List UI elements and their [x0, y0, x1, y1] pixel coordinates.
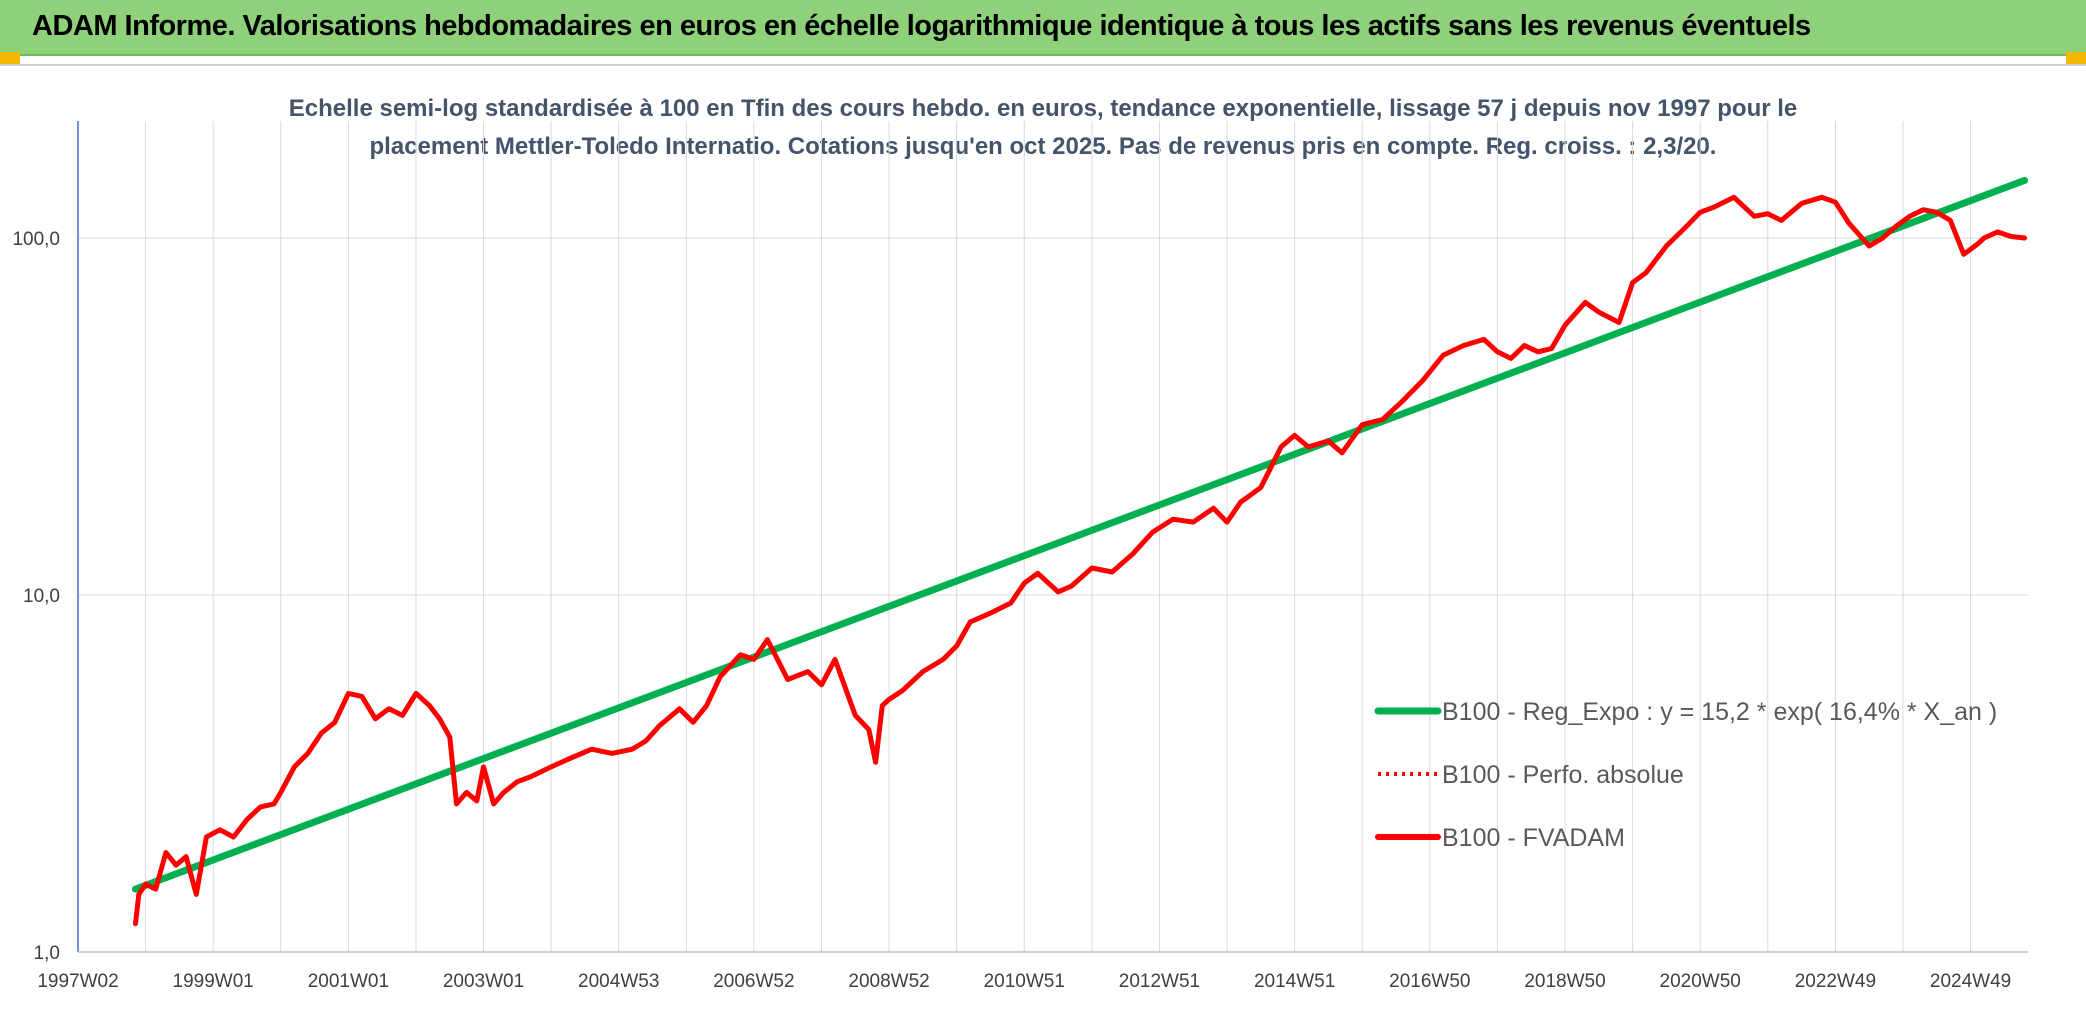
y-tick-labels: 1,0 10,0 100,0: [12, 229, 60, 964]
chart-subtitle-line: Echelle semi-log standardisée à 100 en T…: [289, 95, 1798, 122]
x-tick-label: 2001W01: [308, 971, 389, 992]
x-tick-label: 2022W49: [1795, 971, 1876, 992]
x-tick-label: 2014W51: [1254, 971, 1335, 992]
x-tick-label: 2016W50: [1389, 971, 1470, 992]
x-tick-label: 1997W02: [37, 971, 118, 992]
regression-line: [132, 176, 2029, 893]
fvadam-line: [133, 194, 2028, 927]
legend-label: B100 - FVADAM: [1442, 824, 1625, 852]
chart-frame: Echelle semi-log standardisée à 100 en T…: [0, 64, 2086, 1033]
chart-subtitle: Echelle semi-log standardisée à 100 en T…: [289, 95, 1798, 160]
chart-series: [132, 176, 2029, 927]
y-tick-label: 10,0: [23, 586, 60, 607]
chart-axes: [77, 121, 2028, 953]
header-banner: ADAM Informe. Valorisations hebdomadaire…: [0, 0, 2086, 56]
x-tick-labels: 1997W02 1999W01 2001W01 2003W01 2004W53 2006W…: [37, 971, 2011, 992]
x-tick-label: 2010W51: [984, 971, 1065, 992]
x-tick-label: 2006W52: [713, 971, 794, 992]
x-tick-label: 1999W01: [173, 971, 254, 992]
x-tick-label: 2008W52: [848, 971, 929, 992]
corner-marker-right: [2066, 52, 2086, 66]
chart-legend: B100 - Reg_Expo : y = 15,2 * exp( 16,4% …: [1374, 698, 1997, 852]
corner-marker-left: [0, 52, 20, 66]
chart-area: Echelle semi-log standardisée à 100 en T…: [12, 95, 2029, 992]
legend-label: B100 - Reg_Expo : y = 15,2 * exp( 16,4% …: [1442, 698, 1997, 726]
y-tick-label: 100,0: [12, 229, 60, 250]
header-title: ADAM Informe. Valorisations hebdomadaire…: [32, 10, 1811, 42]
x-tick-label: 2012W51: [1119, 971, 1200, 992]
chart-subtitle-line: placement Mettler-Toledo Internatio. Cot…: [370, 133, 1717, 160]
legend-label: B100 - Perfo. absolue: [1442, 761, 1684, 789]
chart-grid: [77, 121, 2028, 953]
x-tick-label: 2004W53: [578, 971, 659, 992]
x-tick-label: 2003W01: [443, 971, 524, 992]
y-tick-label: 1,0: [34, 943, 60, 964]
x-tick-label: 2018W50: [1524, 971, 1605, 992]
x-tick-label: 2024W49: [1930, 971, 2011, 992]
x-tick-label: 2020W50: [1660, 971, 1741, 992]
